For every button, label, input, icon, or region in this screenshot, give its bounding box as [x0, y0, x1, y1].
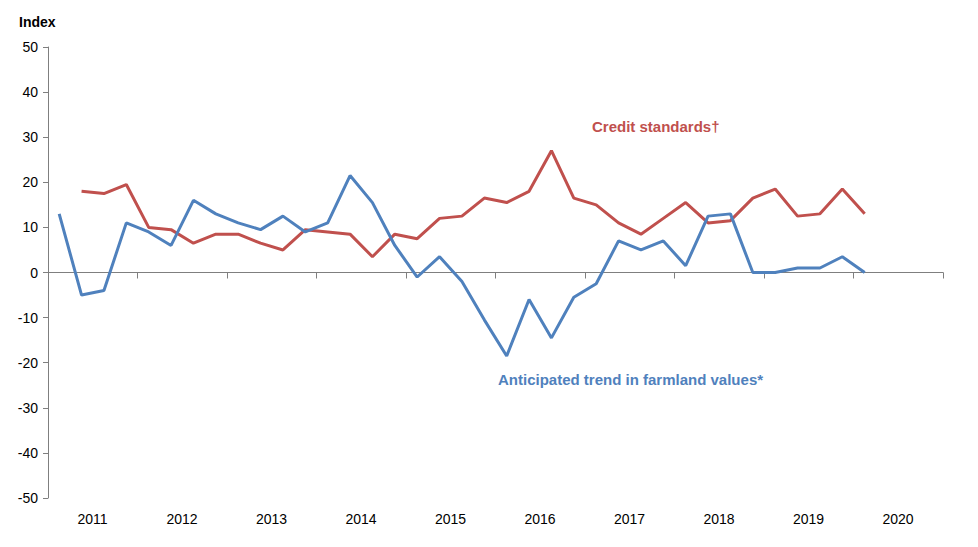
svg-text:2015: 2015 — [435, 511, 466, 527]
svg-text:-40: -40 — [18, 445, 38, 461]
svg-text:-30: -30 — [18, 400, 38, 416]
svg-text:0: 0 — [30, 265, 38, 281]
svg-text:-10: -10 — [18, 310, 38, 326]
svg-text:-50: -50 — [18, 490, 38, 506]
svg-text:2013: 2013 — [256, 511, 287, 527]
svg-text:2018: 2018 — [703, 511, 734, 527]
svg-text:2011: 2011 — [78, 511, 108, 527]
svg-text:2017: 2017 — [614, 511, 645, 527]
svg-text:40: 40 — [22, 84, 38, 100]
svg-text:-20: -20 — [18, 355, 38, 371]
svg-text:30: 30 — [22, 129, 38, 145]
svg-text:2020: 2020 — [882, 511, 913, 527]
svg-text:2019: 2019 — [793, 511, 824, 527]
svg-text:2014: 2014 — [345, 511, 376, 527]
svg-text:Anticipated trend in farmland: Anticipated trend in farmland values* — [498, 371, 763, 388]
svg-text:Index: Index — [19, 14, 56, 30]
svg-text:50: 50 — [22, 39, 38, 55]
svg-text:20: 20 — [22, 174, 38, 190]
svg-text:2016: 2016 — [524, 511, 555, 527]
svg-text:10: 10 — [22, 219, 38, 235]
svg-text:2012: 2012 — [166, 511, 197, 527]
svg-text:Credit standards†: Credit standards† — [592, 118, 720, 135]
